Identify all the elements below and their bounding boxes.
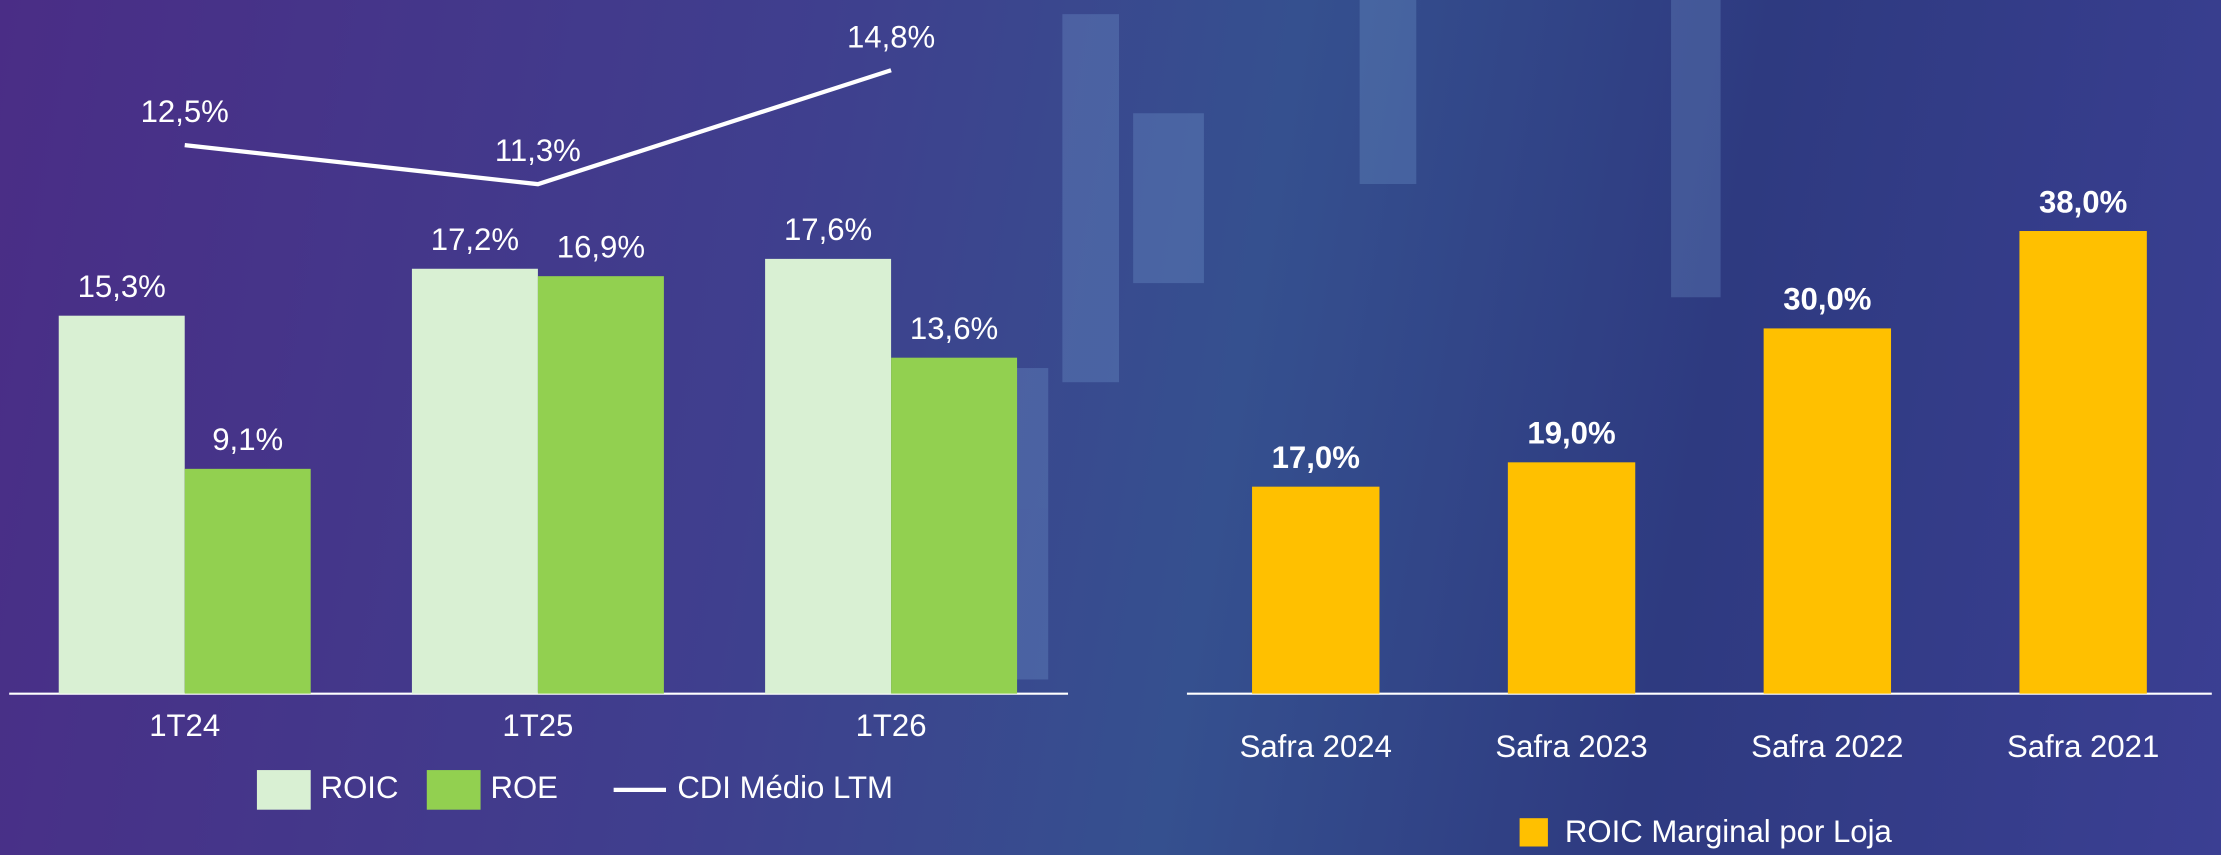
bar <box>412 269 538 694</box>
legend-swatch <box>427 770 481 810</box>
data-label: 17,0% <box>1272 440 1360 475</box>
bar <box>538 276 664 693</box>
x-tick-label: 1T26 <box>856 708 927 743</box>
bar <box>185 469 311 694</box>
x-tick-label: Safra 2021 <box>2007 729 2159 764</box>
legend-label: CDI Médio LTM <box>677 770 893 805</box>
bar <box>765 259 891 694</box>
data-label: 16,9% <box>557 229 645 264</box>
legend-label: ROIC Marginal por Loja <box>1565 814 1893 849</box>
legend-swatch <box>257 770 311 810</box>
data-label: 19,0% <box>1527 416 1615 451</box>
x-tick-label: 1T25 <box>502 708 573 743</box>
data-label: 11,3% <box>495 133 581 168</box>
bar <box>1252 487 1379 694</box>
data-label: 30,0% <box>1783 282 1871 317</box>
legend-label: ROE <box>490 770 557 805</box>
x-tick-label: Safra 2024 <box>1240 729 1392 764</box>
bar <box>59 316 185 694</box>
data-label: 15,3% <box>78 269 166 304</box>
data-label: 12,5% <box>141 94 229 129</box>
bar <box>2019 231 2146 694</box>
data-label: 9,1% <box>212 422 283 457</box>
x-tick-label: Safra 2022 <box>1751 729 1903 764</box>
bar <box>1764 328 1891 693</box>
data-label: 13,6% <box>910 311 998 346</box>
data-label: 17,2% <box>431 222 519 257</box>
data-label: 14,8% <box>847 19 935 54</box>
legend-label: ROIC <box>321 770 399 805</box>
page: {"chart_data":[ {"type":"bar","categorie… <box>0 0 2221 855</box>
charts: 1T24 1T25 1T26 15,3% 17,2% 17,6% ROIC 9,1% 16,9%… <box>0 0 2221 855</box>
legend-swatch <box>1520 818 1548 846</box>
x-tick-label: Safra 2023 <box>1495 729 1647 764</box>
bar <box>891 358 1017 694</box>
data-label: 17,6% <box>784 212 872 247</box>
data-label: 38,0% <box>2039 184 2127 219</box>
bar <box>1508 462 1635 693</box>
x-tick-label: 1T24 <box>149 708 220 743</box>
